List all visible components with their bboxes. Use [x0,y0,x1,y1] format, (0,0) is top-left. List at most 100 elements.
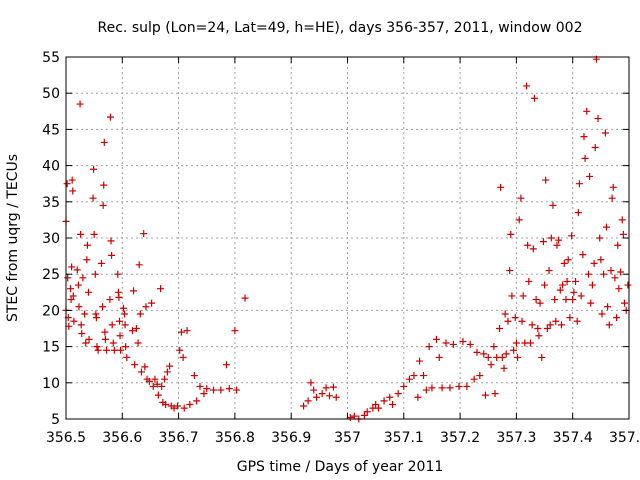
data-point [508,292,516,300]
data-point [128,327,136,335]
data-point [524,241,532,249]
data-point [132,325,140,332]
data-point [410,372,418,380]
data-point [389,401,397,409]
data-point [116,332,124,340]
data-point [107,237,115,245]
data-point [101,335,109,343]
y-tick-label: 30 [42,231,60,247]
x-tick-label: 356.8 [215,430,255,446]
data-point [78,330,86,338]
data-point [83,241,91,249]
x-tick-label: 356.5 [46,430,86,446]
data-point [438,384,446,392]
data-point [137,368,145,376]
data-point [64,274,72,282]
data-point [67,285,75,293]
data-point [449,340,457,348]
data-point [529,245,537,253]
data-point [532,296,540,304]
data-point [148,299,156,307]
data-point [145,377,153,385]
data-point [217,386,225,394]
data-point [94,346,102,354]
data-point [136,310,144,318]
data-point [624,281,632,289]
data-point [501,310,509,318]
data-point [507,230,515,238]
data-point [69,187,77,195]
data-point [68,176,76,184]
data-point [496,325,504,332]
data-point [103,346,111,354]
data-point [73,266,81,274]
data-point [549,201,557,209]
data-point [473,348,481,356]
data-point [562,296,570,304]
data-point [566,314,574,322]
data-point [617,268,625,276]
data-point [425,343,433,351]
x-tick-label: 357.2 [440,430,480,446]
data-point [121,310,129,318]
data-point [179,353,187,361]
data-point [618,216,626,224]
data-point [372,401,380,409]
data-point [500,364,508,372]
data-point [67,296,75,304]
data-point [173,402,181,410]
data-point [556,286,564,294]
data-point [596,234,604,242]
data-point [581,154,589,162]
data-point [85,288,93,296]
data-point [600,270,608,278]
data-point [400,382,408,390]
data-point [141,363,149,371]
data-point [552,317,560,325]
data-point [525,277,533,285]
data-point [386,393,394,401]
data-point [190,372,198,380]
data-point [466,340,474,348]
data-point [569,296,577,304]
tick-marks [65,56,630,420]
data-point [82,339,90,347]
data-point [564,256,572,264]
data-point [231,327,239,335]
data-point [604,303,612,311]
data-point [115,293,123,301]
data-point [76,100,84,108]
data-point [163,368,171,376]
data-point [541,281,549,289]
y-tick-label: 40 [42,159,60,175]
data-point [322,384,330,392]
data-point [609,183,617,191]
data-point [615,285,623,293]
data-point [435,353,443,361]
data-point [512,339,520,347]
data-point [161,375,169,383]
data-point [135,261,143,269]
data-point [490,343,498,351]
y-tick-label: 25 [42,267,60,283]
data-point [307,379,315,387]
data-point [506,267,514,275]
data-point [90,230,98,238]
data-point [100,181,108,189]
data-point [142,303,150,311]
data-point [180,404,188,412]
x-tick-label: 356.6 [102,430,142,446]
x-tick-label: 356.7 [159,430,199,446]
data-point [68,263,76,271]
data-point [108,321,116,329]
x-axis-label: GPS time / Days of year 2011 [237,459,444,475]
data-point [81,310,89,318]
y-axis-label: STEC from uqrg / TECUs [5,154,21,322]
data-point [528,321,536,329]
data-point [442,339,450,347]
data-point [414,393,422,401]
data-point [605,321,613,329]
data-point [110,346,118,354]
data-point [77,230,85,238]
